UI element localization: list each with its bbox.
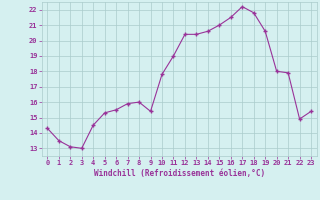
X-axis label: Windchill (Refroidissement éolien,°C): Windchill (Refroidissement éolien,°C): [94, 169, 265, 178]
